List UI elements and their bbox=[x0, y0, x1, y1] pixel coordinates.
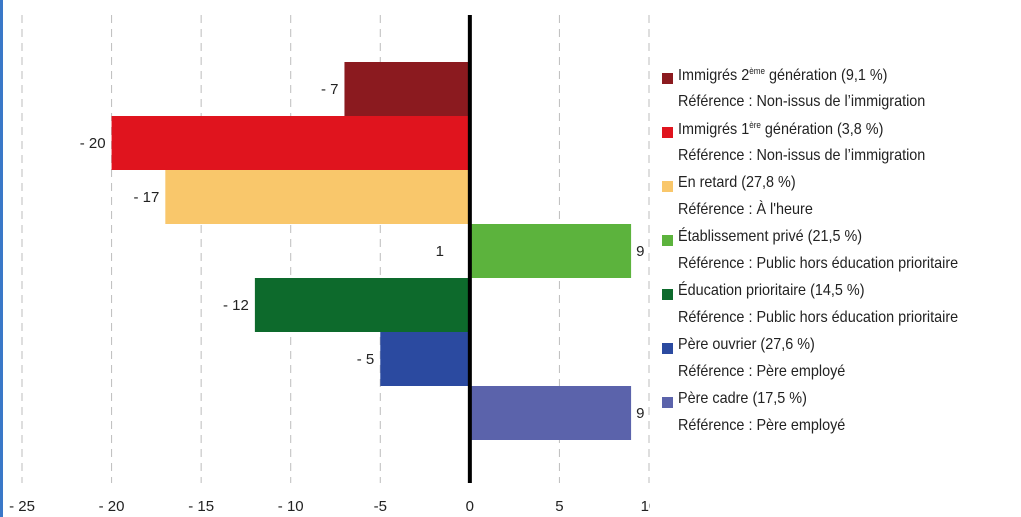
x-tick-label: - 20 bbox=[99, 498, 125, 515]
data-label-annotation: 1 bbox=[436, 243, 444, 260]
legend-reference: Référence : Public hors éducation priori… bbox=[678, 255, 959, 272]
data-label: - 12 bbox=[223, 297, 249, 314]
legend-label-text: Établissement privé (21,5 %) bbox=[678, 228, 863, 245]
legend-label-text: Éducation prioritaire (14,5 %) bbox=[678, 282, 865, 299]
legend-label-suffix: génération (9,1 %) bbox=[764, 67, 888, 84]
data-label: - 20 bbox=[80, 135, 106, 152]
legend-swatch bbox=[662, 235, 673, 246]
x-tick-label: - 15 bbox=[188, 498, 214, 515]
legend-reference: Référence : Public hors éducation priori… bbox=[678, 309, 959, 326]
bar bbox=[165, 170, 470, 224]
bar bbox=[380, 332, 470, 386]
legend-swatch bbox=[662, 127, 673, 138]
data-label: 9 bbox=[636, 405, 644, 422]
x-tick-label: 10 bbox=[641, 498, 650, 515]
legend-label-suffix: génération (3,8 %) bbox=[760, 121, 884, 138]
legend-item: Établissement privé (21,5 %) Référence : … bbox=[662, 228, 1017, 282]
bar bbox=[469, 386, 632, 440]
legend-reference: Référence : À l'heure bbox=[678, 201, 813, 218]
legend: Immigrés 2ème génération (9,1 %) Référenc… bbox=[662, 66, 1017, 444]
legend-reference: Référence : Non-issus de l’immigration bbox=[678, 147, 926, 164]
x-tick-label: - 25 bbox=[9, 498, 35, 515]
legend-label: Père cadre (17,5 %) bbox=[678, 390, 807, 408]
data-label: - 17 bbox=[133, 189, 159, 206]
bar bbox=[344, 62, 470, 116]
legend-label-text: Père ouvrier (27,6 %) bbox=[678, 336, 815, 353]
bar-chart: - 25- 20- 15- 10-50510 - 7- 20- 179- 12-… bbox=[9, 15, 650, 515]
data-label: - 5 bbox=[357, 351, 375, 368]
bar bbox=[469, 224, 632, 278]
legend-item: Père cadre (17,5 %) Référence : Père empl… bbox=[662, 390, 1017, 444]
bars bbox=[111, 62, 632, 440]
x-tick-label: - 10 bbox=[278, 498, 304, 515]
legend-label: Père ouvrier (27,6 %) bbox=[678, 336, 815, 354]
legend-swatch bbox=[662, 73, 673, 84]
legend-swatch bbox=[662, 289, 673, 300]
legend-swatch bbox=[662, 343, 673, 354]
legend-reference: Référence : Père employé bbox=[678, 417, 846, 434]
legend-swatch bbox=[662, 397, 673, 408]
legend-label-text: En retard (27,8 %) bbox=[678, 174, 796, 191]
legend-item: Immigrés 1ère génération (3,8 %) Référenc… bbox=[662, 120, 1017, 174]
legend-label: Établissement privé (21,5 %) bbox=[678, 228, 862, 246]
left-border bbox=[0, 0, 3, 517]
legend-label: Immigrés 2ème génération (9,1 %) bbox=[678, 66, 887, 85]
legend-item: Immigrés 2ème génération (9,1 %) Référenc… bbox=[662, 66, 1017, 120]
x-tick-label: -5 bbox=[374, 498, 387, 515]
legend-item: Éducation prioritaire (14,5 %) Référence … bbox=[662, 282, 1017, 336]
legend-label-text: Immigrés 1 bbox=[678, 121, 750, 138]
legend-label-text: Père cadre (17,5 %) bbox=[678, 390, 807, 407]
legend-label: En retard (27,8 %) bbox=[678, 174, 796, 192]
x-tick-label: 5 bbox=[555, 498, 563, 515]
legend-label-superscript: ère bbox=[749, 120, 761, 130]
legend-label-text: Immigrés 2 bbox=[678, 67, 750, 84]
legend-label-superscript: ème bbox=[749, 66, 765, 76]
x-axis: - 25 - 20 - 15 - 10 -5 0 5 10 bbox=[9, 498, 650, 515]
legend-label: Immigrés 1ère génération (3,8 %) bbox=[678, 120, 883, 139]
data-label: - 7 bbox=[321, 81, 339, 98]
bar bbox=[254, 278, 470, 332]
data-labels: - 7 - 20 - 17 9 - 12 - 5 9 1 bbox=[80, 15, 644, 483]
legend-item: Père ouvrier (27,6 %) Référence : Père em… bbox=[662, 336, 1017, 390]
data-label: 9 bbox=[636, 243, 644, 260]
legend-item: En retard (27,8 %) Référence : À l'heure bbox=[662, 174, 1017, 228]
legend-label: Éducation prioritaire (14,5 %) bbox=[678, 282, 864, 300]
legend-swatch bbox=[662, 181, 673, 192]
bar bbox=[111, 116, 470, 170]
legend-reference: Référence : Non-issus de l’immigration bbox=[678, 93, 926, 110]
legend-reference: Référence : Père employé bbox=[678, 363, 846, 380]
x-tick-label: 0 bbox=[466, 498, 474, 515]
